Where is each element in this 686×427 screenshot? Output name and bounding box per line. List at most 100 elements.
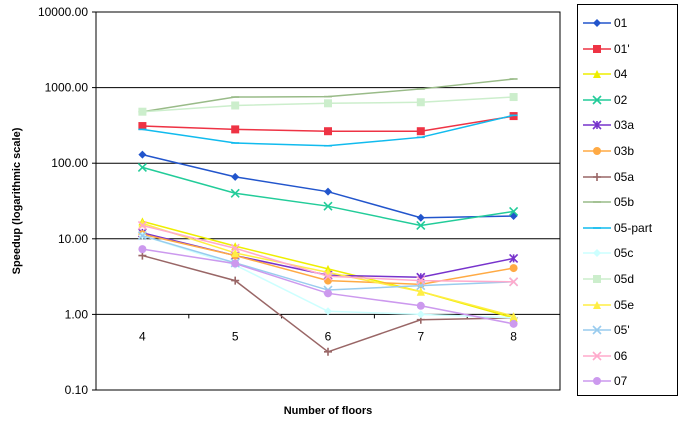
legend-item: 05-part [578,216,677,240]
legend-item: 05c [578,241,677,265]
data-point [231,125,240,134]
series-01 [138,150,518,222]
legend-swatch [583,147,611,155]
y-tick-label: 0.10 [65,383,89,397]
legend-marker [593,19,601,27]
data-point [416,301,425,310]
plot-area [95,11,561,391]
legend-label: 04 [614,67,628,82]
legend-swatch [583,172,611,181]
data-point [138,245,147,254]
data-point [138,107,147,116]
x-tick-label: 7 [417,329,424,343]
legend-item: 01' [578,37,677,61]
legend-swatch [583,300,611,309]
data-point [416,213,425,222]
x-axis-title: Number of floors [284,405,373,417]
legend-swatch [583,201,611,203]
data-point [230,243,240,253]
legend-item: 05d [578,267,677,291]
legend-item: 03a [578,113,677,137]
legend-swatch [583,249,611,258]
data-point [323,201,333,211]
legend-swatch [583,70,611,79]
data-point [324,187,332,196]
data-point [509,264,518,273]
data-point [509,319,518,328]
legend-marker [593,300,601,309]
y-axis-ticks: 0.10 1.00 10.00 100.00 1000.00 10000.00 [38,5,96,397]
legend-item: 05a [578,165,677,189]
legend-label: 05e [614,297,635,312]
x-tick-label: 4 [139,329,146,343]
legend-swatch [583,226,611,229]
legend-item: 01 [578,11,677,35]
data-point [323,271,333,281]
data-point [231,172,240,181]
data-point [231,259,240,268]
y-tick-label: 1.00 [65,307,89,321]
legend-item: 05' [578,318,677,342]
legend-swatch [583,351,611,361]
legend-swatch [583,120,611,130]
data-point [509,277,519,287]
legend-item: 05e [578,293,677,317]
legend-swatch [583,19,611,27]
data-point [324,99,332,108]
legend-label: 05d [614,272,635,286]
legend-marker [593,172,601,181]
legend-label: 01' [614,41,630,56]
legend-marker [592,325,602,335]
data-point [138,150,147,159]
legend-swatch [583,95,611,105]
legend-swatch [583,275,611,283]
y-tick-label: 1000.00 [45,81,89,95]
y-tick-label: 10000.00 [38,5,88,19]
data-point [231,101,240,110]
legend-label: 05-part [614,220,653,235]
legend-swatch [583,325,611,335]
legend-label: 06 [614,348,628,363]
data-point [324,347,332,356]
series-06 [137,220,519,287]
data-point [416,127,425,136]
data-point [416,220,426,231]
legend-swatch [583,44,611,53]
data-point [231,248,240,257]
legend-item: 03b [578,139,677,163]
legend-marker [593,249,601,258]
data-point [231,276,240,285]
series-05d [138,93,518,116]
legend-item: 05b [578,190,677,214]
data-point [416,98,425,107]
legend-label: 03a [614,118,635,133]
legend-label: 05b [614,195,635,210]
data-point [137,162,147,172]
data-point [324,276,332,285]
series-03b [138,230,518,289]
legend-label: 05c [614,246,634,261]
data-point [138,122,147,131]
legend-label: 07 [614,374,628,389]
legend-swatch [583,377,611,386]
series-05-part [138,114,518,147]
x-tick-label: 8 [510,329,517,343]
legend-label: 05a [614,169,635,184]
legend-marker [592,120,602,130]
legend-item: 04 [578,62,677,86]
series-07 [138,245,518,328]
legend-marker [593,147,601,155]
data-point [509,253,519,263]
legend: 01 01' 04 02 03a 03b 05a 05b 05-part 05c 05d 05e 05'… [577,4,678,396]
data-point [137,220,147,231]
legend-marker [593,275,601,283]
series-layer [137,78,519,356]
legend-marker [593,70,601,79]
data-point [324,127,332,136]
data-point [509,312,518,321]
y-axis-title: Speedup (logarithmic scale) [11,127,23,274]
legend-marker [592,351,602,361]
legend-marker [593,377,601,386]
data-point [509,206,519,217]
